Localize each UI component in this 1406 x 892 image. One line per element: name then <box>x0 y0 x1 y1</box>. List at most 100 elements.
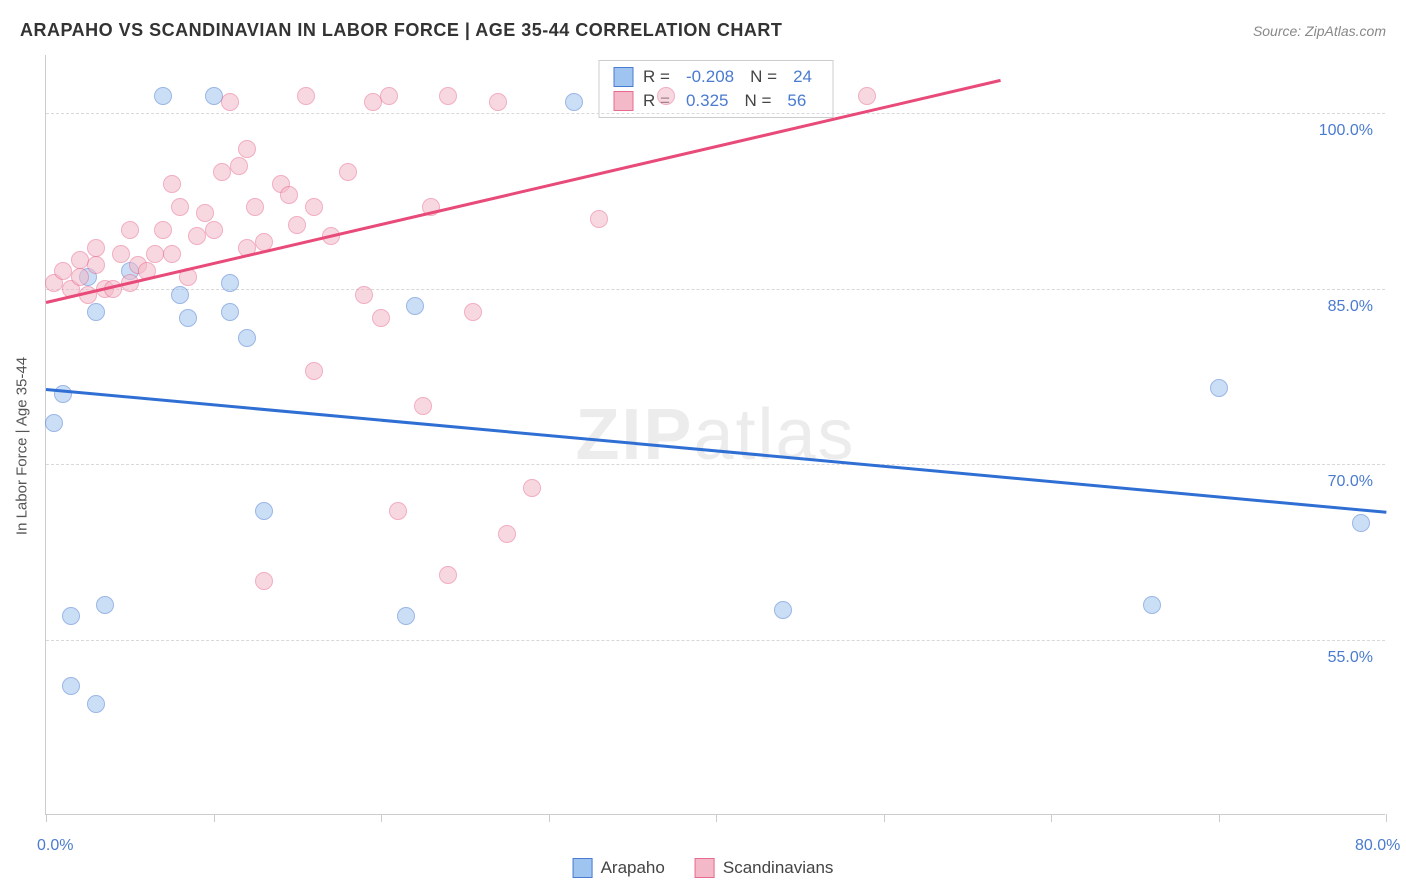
scatter-point <box>221 274 239 292</box>
legend-swatch-icon <box>695 858 715 878</box>
scatter-point <box>439 87 457 105</box>
scatter-point <box>87 256 105 274</box>
scatter-point <box>238 329 256 347</box>
scatter-point <box>774 601 792 619</box>
scatter-point <box>171 198 189 216</box>
x-tick <box>46 814 47 822</box>
scatter-point <box>154 87 172 105</box>
scatter-point <box>380 87 398 105</box>
scatter-point <box>146 245 164 263</box>
legend-swatch-icon <box>613 67 633 87</box>
scatter-point <box>297 87 315 105</box>
gridline <box>46 464 1385 465</box>
chart-container: ARAPAHO VS SCANDINAVIAN IN LABOR FORCE |… <box>0 0 1406 892</box>
legend-swatch-icon <box>613 91 633 111</box>
scatter-point <box>205 221 223 239</box>
scatter-point <box>71 251 89 269</box>
scatter-point <box>339 163 357 181</box>
scatter-point <box>62 677 80 695</box>
scatter-point <box>54 262 72 280</box>
scatter-point <box>154 221 172 239</box>
scatter-point <box>406 297 424 315</box>
plot-area: ZIPatlas R = -0.208 N = 24R = 0.325 N = 56 55.… <box>45 55 1385 815</box>
scatter-point <box>489 93 507 111</box>
watermark: ZIPatlas <box>575 394 855 476</box>
scatter-point <box>163 245 181 263</box>
r-value: -0.208 <box>686 67 734 87</box>
scatter-point <box>305 362 323 380</box>
title-bar: ARAPAHO VS SCANDINAVIAN IN LABOR FORCE |… <box>20 20 1386 41</box>
scatter-point <box>179 309 197 327</box>
x-tick <box>884 814 885 822</box>
scatter-point <box>87 695 105 713</box>
scatter-point <box>188 227 206 245</box>
chart-title: ARAPAHO VS SCANDINAVIAN IN LABOR FORCE |… <box>20 20 782 41</box>
r-label: R = <box>643 67 670 87</box>
scatter-point <box>121 221 139 239</box>
scatter-point <box>464 303 482 321</box>
y-tick-label: 55.0% <box>1328 649 1373 667</box>
stats-row: R =0.325N =56 <box>613 89 818 113</box>
y-tick-label: 85.0% <box>1328 298 1373 316</box>
scatter-point <box>255 572 273 590</box>
x-tick <box>381 814 382 822</box>
legend-swatch-icon <box>573 858 593 878</box>
x-tick <box>549 814 550 822</box>
legend-label: Arapaho <box>601 858 665 878</box>
scatter-point <box>171 286 189 304</box>
scatter-point <box>1352 514 1370 532</box>
scatter-point <box>45 414 63 432</box>
stats-row: R = -0.208 N = 24 <box>613 65 818 89</box>
scatter-point <box>112 245 130 263</box>
scatter-point <box>565 93 583 111</box>
x-tick <box>214 814 215 822</box>
stats-legend-box: R = -0.208 N = 24R = 0.325 N = 56 <box>598 60 833 118</box>
legend-label: Scandinavians <box>723 858 834 878</box>
scatter-point <box>87 303 105 321</box>
scatter-point <box>858 87 876 105</box>
bottom-legend: Arapaho Scandinavians <box>573 858 834 878</box>
scatter-point <box>372 309 390 327</box>
gridline <box>46 289 1385 290</box>
scatter-point <box>163 175 181 193</box>
scatter-point <box>590 210 608 228</box>
scatter-point <box>280 186 298 204</box>
scatter-point <box>397 607 415 625</box>
y-tick-label: 100.0% <box>1319 122 1373 140</box>
scatter-point <box>498 525 516 543</box>
scatter-point <box>657 87 675 105</box>
n-value: 24 <box>793 67 812 87</box>
n-label: N = <box>750 67 777 87</box>
scatter-point <box>196 204 214 222</box>
scatter-point <box>221 303 239 321</box>
gridline <box>46 113 1385 114</box>
x-tick <box>1051 814 1052 822</box>
x-tick <box>1219 814 1220 822</box>
x-tick <box>1386 814 1387 822</box>
trendline <box>46 388 1386 513</box>
x-tick-label: 80.0% <box>1355 837 1400 855</box>
scatter-point <box>96 596 114 614</box>
source-label: Source: ZipAtlas.com <box>1253 23 1386 39</box>
scatter-point <box>288 216 306 234</box>
y-tick-label: 70.0% <box>1328 473 1373 491</box>
scatter-point <box>355 286 373 304</box>
gridline <box>46 640 1385 641</box>
scatter-point <box>213 163 231 181</box>
trendline <box>46 78 1001 303</box>
scatter-point <box>414 397 432 415</box>
legend-item: Arapaho <box>573 858 665 878</box>
scatter-point <box>230 157 248 175</box>
r-value: 0.325 <box>686 91 729 111</box>
x-tick <box>716 814 717 822</box>
n-label: N = <box>744 91 771 111</box>
scatter-point <box>305 198 323 216</box>
scatter-point <box>54 385 72 403</box>
scatter-point <box>439 566 457 584</box>
scatter-point <box>246 198 264 216</box>
scatter-point <box>238 140 256 158</box>
y-axis-label: In Labor Force | Age 35-44 <box>14 357 31 535</box>
scatter-point <box>1143 596 1161 614</box>
n-value: 56 <box>787 91 806 111</box>
scatter-point <box>1210 379 1228 397</box>
